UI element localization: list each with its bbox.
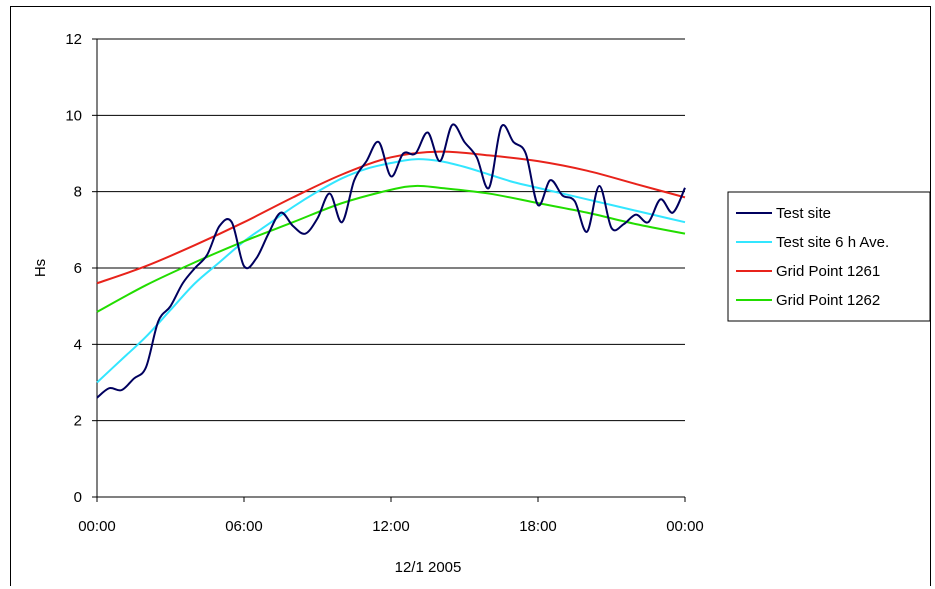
x-tick-label-1: 06:00 xyxy=(225,518,263,535)
legend-label-0: Test site xyxy=(776,205,831,222)
y-tick-label-3: 6 xyxy=(74,260,82,277)
legend: Test site Test site 6 h Ave. Grid Point 12… xyxy=(727,191,931,322)
axes xyxy=(92,38,686,502)
y-tick-label-4: 8 xyxy=(74,184,82,201)
series-line-2 xyxy=(96,150,686,285)
y-tick-label-0: 0 xyxy=(74,489,82,506)
legend-label-1: Test site 6 h Ave. xyxy=(776,234,889,251)
x-tick-label-2: 12:00 xyxy=(372,518,410,535)
series-line-1 xyxy=(96,158,686,384)
y-tick-label-5: 10 xyxy=(65,107,82,124)
x-tick-label-4: 00:00 xyxy=(666,518,704,535)
gridlines xyxy=(97,38,685,422)
y-tick-label-6: 12 xyxy=(65,31,82,48)
legend-label-2: Grid Point 1261 xyxy=(776,263,880,280)
y-tick-label-1: 2 xyxy=(74,413,82,430)
y-axis-label: Hs xyxy=(32,259,49,277)
tick-labels: 0 2 4 6 8 10 12 00:00 06:00 12:00 18:00 00:00 xyxy=(65,31,703,535)
series-line-3 xyxy=(96,184,686,313)
legend-label-3: Grid Point 1262 xyxy=(776,292,880,309)
series-lines xyxy=(96,123,686,399)
x-tick-label-3: 18:00 xyxy=(519,518,557,535)
series-line-0 xyxy=(96,123,686,399)
x-axis-date-label: 12/1 2005 xyxy=(395,559,462,576)
y-tick-label-2: 4 xyxy=(74,336,82,353)
x-tick-label-0: 00:00 xyxy=(78,518,116,535)
